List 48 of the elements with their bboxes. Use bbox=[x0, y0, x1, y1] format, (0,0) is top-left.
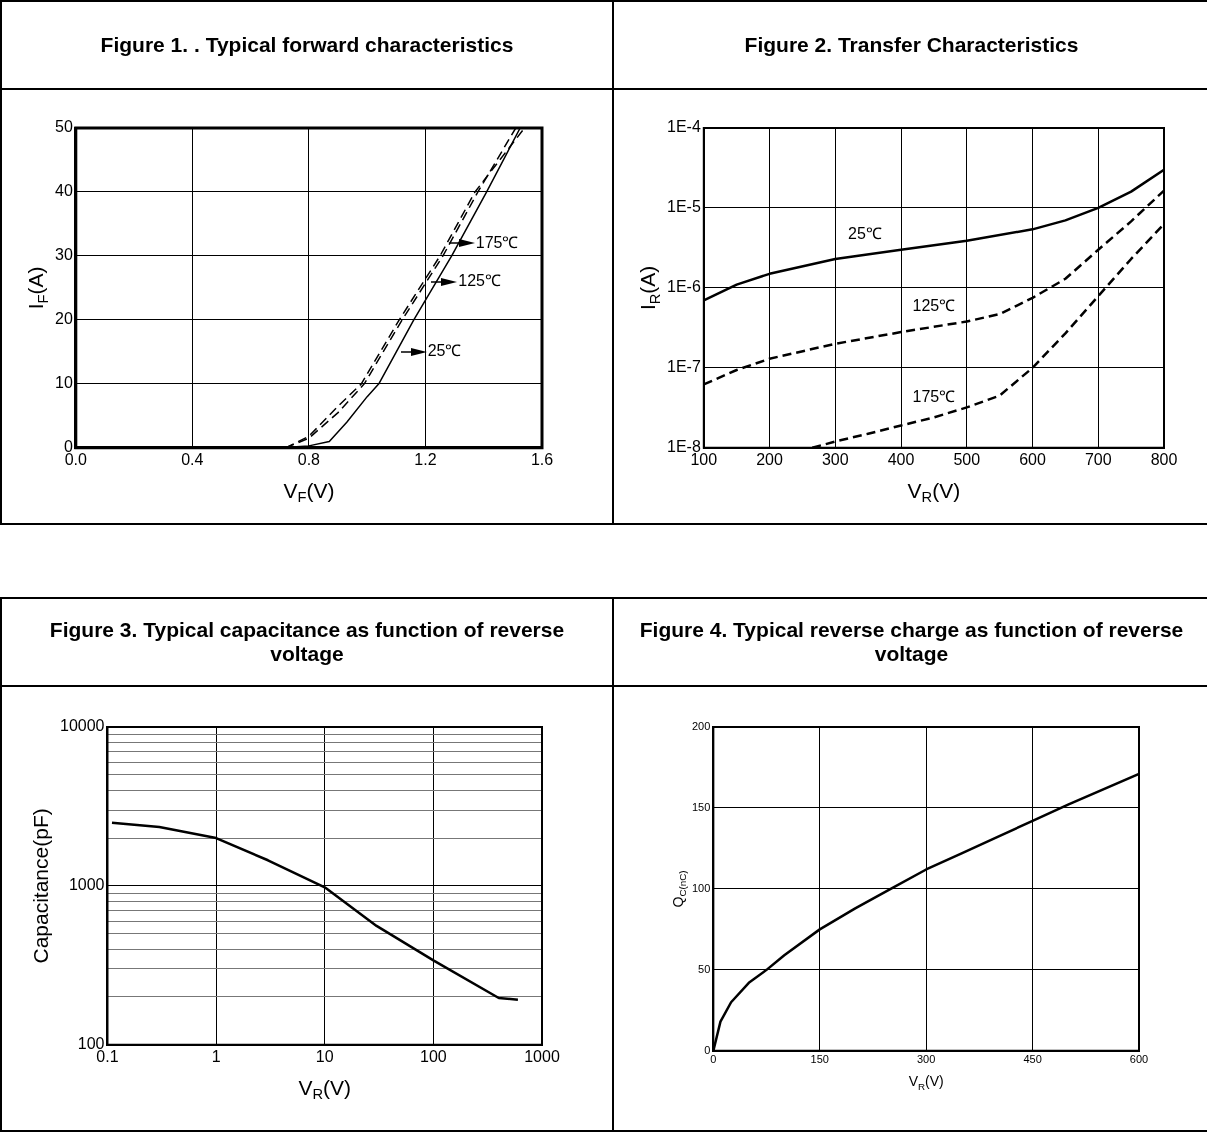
x-tick-label: 10 bbox=[315, 1047, 334, 1065]
x-tick-label: 0.4 bbox=[181, 450, 204, 468]
x-tick-label: 500 bbox=[953, 450, 981, 468]
y-tick-label: 10 bbox=[55, 374, 73, 392]
y-tick-label: 200 bbox=[691, 720, 711, 733]
y-axis-title: Capacitance(pF) bbox=[29, 808, 53, 964]
y-axis-title: IF(A) bbox=[24, 266, 51, 310]
x-tick-label: 600 bbox=[1129, 1053, 1149, 1066]
chart-title: Figure 3. Typical capacitance as function of reverse voltage bbox=[2, 599, 612, 687]
y-tick-label: 50 bbox=[55, 118, 73, 136]
y-tick-label: 100 bbox=[691, 881, 711, 894]
annotation: 125℃ bbox=[458, 271, 501, 289]
y-tick-label: 150 bbox=[691, 800, 711, 813]
y-tick-label: 10000 bbox=[59, 717, 105, 735]
x-tick-label: 400 bbox=[887, 450, 915, 468]
x-tick-label: 1.6 bbox=[530, 450, 554, 468]
x-tick-label: 700 bbox=[1084, 450, 1112, 468]
chart-title: Figure 1. . Typical forward characteristics bbox=[2, 2, 612, 90]
x-tick-label: 1.2 bbox=[414, 450, 437, 468]
annotation: 175℃ bbox=[475, 233, 519, 251]
y-tick-label: 40 bbox=[55, 182, 73, 200]
y-tick-label: 1E-5 bbox=[667, 198, 701, 216]
y-tick-label: 1E-7 bbox=[667, 358, 701, 376]
annotation: 175℃ bbox=[912, 387, 956, 405]
y-tick-label: 1E-6 bbox=[667, 278, 701, 296]
x-tick-label: 200 bbox=[756, 450, 783, 468]
y-tick-label: 1000 bbox=[68, 876, 105, 894]
x-tick-label: 150 bbox=[810, 1053, 829, 1066]
annotation: 25℃ bbox=[427, 342, 462, 360]
y-axis-title: IR(A) bbox=[636, 265, 663, 311]
x-tick-label: 450 bbox=[1023, 1053, 1042, 1066]
annotation: 25℃ bbox=[847, 225, 882, 243]
x-tick-label: 300 bbox=[821, 450, 849, 468]
chart-title: Figure 4. Typical reverse charge as function of reverse voltage bbox=[614, 599, 1207, 687]
y-tick-label: 50 bbox=[698, 962, 711, 975]
y-tick-label: 30 bbox=[55, 246, 73, 264]
y-axis-title: QC(nC) bbox=[670, 870, 689, 908]
annotation: 125℃ bbox=[912, 297, 956, 315]
x-tick-label: 1 bbox=[211, 1047, 221, 1065]
x-tick-label: 600 bbox=[1019, 450, 1046, 468]
x-tick-label: 100 bbox=[420, 1047, 447, 1065]
x-tick-label: 800 bbox=[1150, 450, 1178, 468]
x-tick-label: 0.8 bbox=[297, 450, 321, 468]
y-tick-label: 20 bbox=[55, 310, 73, 328]
y-tick-label: 1E-4 bbox=[667, 118, 701, 136]
x-tick-label: 300 bbox=[917, 1053, 936, 1066]
x-tick-label: 1000 bbox=[524, 1047, 560, 1065]
chart-title: Figure 2. Transfer Characteristics bbox=[614, 2, 1207, 90]
